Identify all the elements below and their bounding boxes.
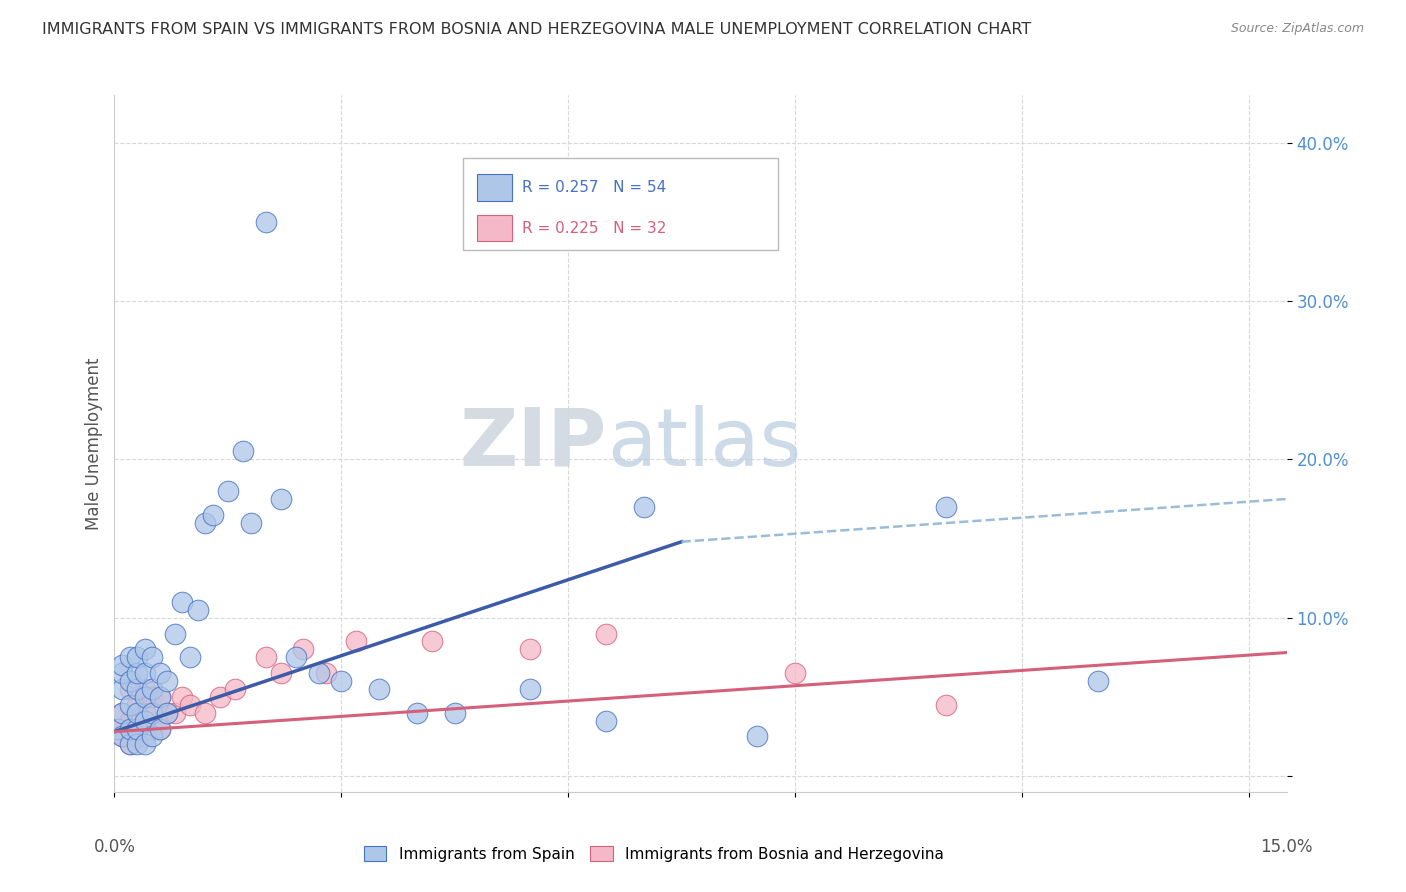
- Point: [134, 714, 156, 728]
- Point: [519, 681, 541, 696]
- Point: [633, 500, 655, 514]
- Point: [141, 681, 163, 696]
- Text: 15.0%: 15.0%: [1260, 838, 1313, 856]
- Point: [330, 673, 353, 688]
- Point: [127, 722, 149, 736]
- Point: [270, 666, 292, 681]
- Point: [111, 666, 134, 681]
- Text: ZIP: ZIP: [460, 405, 607, 483]
- Point: [141, 690, 163, 704]
- Point: [127, 706, 149, 720]
- Point: [118, 737, 141, 751]
- Point: [179, 698, 201, 712]
- Point: [194, 516, 217, 530]
- Text: atlas: atlas: [607, 405, 801, 483]
- Point: [118, 650, 141, 665]
- Point: [111, 730, 134, 744]
- Point: [156, 706, 179, 720]
- Point: [224, 681, 246, 696]
- Point: [107, 722, 129, 736]
- Point: [111, 706, 134, 720]
- Point: [420, 634, 443, 648]
- Text: 0.0%: 0.0%: [93, 838, 135, 856]
- Point: [118, 722, 141, 736]
- Point: [194, 706, 217, 720]
- Point: [163, 626, 186, 640]
- Point: [141, 650, 163, 665]
- Point: [141, 722, 163, 736]
- Point: [239, 516, 262, 530]
- Point: [134, 730, 156, 744]
- Point: [783, 666, 806, 681]
- Point: [134, 737, 156, 751]
- Point: [111, 681, 134, 696]
- Y-axis label: Male Unemployment: Male Unemployment: [86, 358, 103, 530]
- Point: [172, 690, 194, 704]
- Point: [127, 666, 149, 681]
- Point: [118, 714, 141, 728]
- Point: [344, 634, 367, 648]
- Point: [747, 730, 769, 744]
- Point: [315, 666, 337, 681]
- Point: [163, 706, 186, 720]
- Text: R = 0.257   N = 54: R = 0.257 N = 54: [522, 180, 666, 195]
- Point: [254, 215, 277, 229]
- Point: [179, 650, 201, 665]
- Point: [127, 681, 149, 696]
- Point: [254, 650, 277, 665]
- Point: [308, 666, 330, 681]
- Point: [107, 722, 129, 736]
- Point: [292, 642, 315, 657]
- Point: [118, 681, 141, 696]
- Point: [156, 673, 179, 688]
- Point: [141, 706, 163, 720]
- Point: [232, 444, 254, 458]
- Point: [127, 650, 149, 665]
- Legend: Immigrants from Spain, Immigrants from Bosnia and Herzegovina: Immigrants from Spain, Immigrants from B…: [357, 839, 950, 868]
- Point: [201, 508, 224, 522]
- Point: [111, 706, 134, 720]
- Text: R = 0.225   N = 32: R = 0.225 N = 32: [522, 220, 666, 235]
- Point: [127, 737, 149, 751]
- Point: [134, 681, 156, 696]
- Point: [270, 491, 292, 506]
- Point: [519, 642, 541, 657]
- Point: [172, 595, 194, 609]
- Point: [118, 737, 141, 751]
- Point: [111, 658, 134, 673]
- Point: [217, 484, 239, 499]
- Point: [595, 626, 617, 640]
- Point: [149, 690, 172, 704]
- Text: IMMIGRANTS FROM SPAIN VS IMMIGRANTS FROM BOSNIA AND HERZEGOVINA MALE UNEMPLOYMEN: IMMIGRANTS FROM SPAIN VS IMMIGRANTS FROM…: [42, 22, 1032, 37]
- Point: [406, 706, 429, 720]
- Point: [284, 650, 307, 665]
- Point: [368, 681, 391, 696]
- Point: [443, 706, 465, 720]
- Point: [134, 666, 156, 681]
- Point: [156, 706, 179, 720]
- Point: [149, 722, 172, 736]
- Point: [127, 698, 149, 712]
- Point: [1087, 673, 1109, 688]
- Point: [127, 730, 149, 744]
- Point: [134, 690, 156, 704]
- Point: [141, 730, 163, 744]
- Point: [134, 642, 156, 657]
- Point: [595, 714, 617, 728]
- Point: [209, 690, 232, 704]
- Point: [118, 673, 141, 688]
- Point: [118, 698, 141, 712]
- Point: [149, 666, 172, 681]
- Point: [134, 706, 156, 720]
- Point: [935, 500, 957, 514]
- Point: [111, 730, 134, 744]
- Point: [149, 690, 172, 704]
- Point: [935, 698, 957, 712]
- Point: [187, 603, 209, 617]
- Point: [149, 722, 172, 736]
- Text: Source: ZipAtlas.com: Source: ZipAtlas.com: [1230, 22, 1364, 36]
